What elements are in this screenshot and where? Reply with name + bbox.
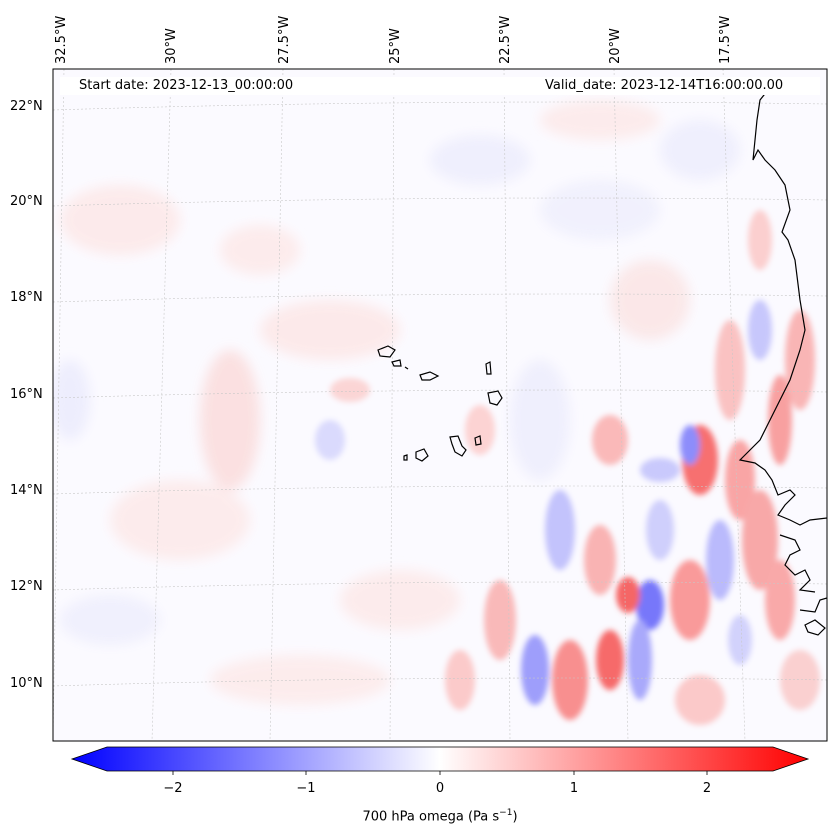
lat-label: 20°N <box>10 194 43 209</box>
lat-label: 10°N <box>10 676 43 691</box>
colorbar-tick-label: 2 <box>702 781 712 796</box>
info-strip <box>60 77 820 95</box>
lon-label: 20°W <box>608 28 623 64</box>
valid-date-label: Valid_date: 2023-12-14T16:00:00.00 <box>545 78 784 93</box>
map-frame <box>52 68 828 742</box>
lon-label: 32.5°W <box>54 15 69 64</box>
colorbar <box>70 746 810 775</box>
colorbar-title: 700 hPa omega (Pa s−1) <box>0 808 837 824</box>
colorbar-title-text: 700 hPa omega (Pa s <box>362 809 500 825</box>
colorbar-title-exponent: −1 <box>499 808 513 818</box>
lat-label: 16°N <box>10 387 43 402</box>
coastline <box>377 89 827 636</box>
lat-label: 14°N <box>10 483 43 498</box>
lat-label: 22°N <box>10 99 43 114</box>
graticule <box>53 69 827 741</box>
lon-label: 25°W <box>388 28 403 64</box>
colorbar-tick-label: 1 <box>569 781 579 796</box>
lon-label: 17.5°W <box>718 15 733 64</box>
lon-label: 22.5°W <box>498 15 513 64</box>
colorbar-tick-label: −1 <box>296 781 316 796</box>
colorbar-tick-label: 0 <box>435 781 445 796</box>
colorbar-tick-label: −2 <box>163 781 183 796</box>
colorbar-title-end: ) <box>512 809 518 825</box>
lon-label: 27.5°W <box>277 15 292 64</box>
lat-label: 12°N <box>10 579 43 594</box>
start-date-label: Start date: 2023-12-13_00:00:00 <box>79 78 294 93</box>
lat-label: 18°N <box>10 290 43 305</box>
omega-field <box>53 69 827 741</box>
lon-label: 30°W <box>164 28 179 64</box>
